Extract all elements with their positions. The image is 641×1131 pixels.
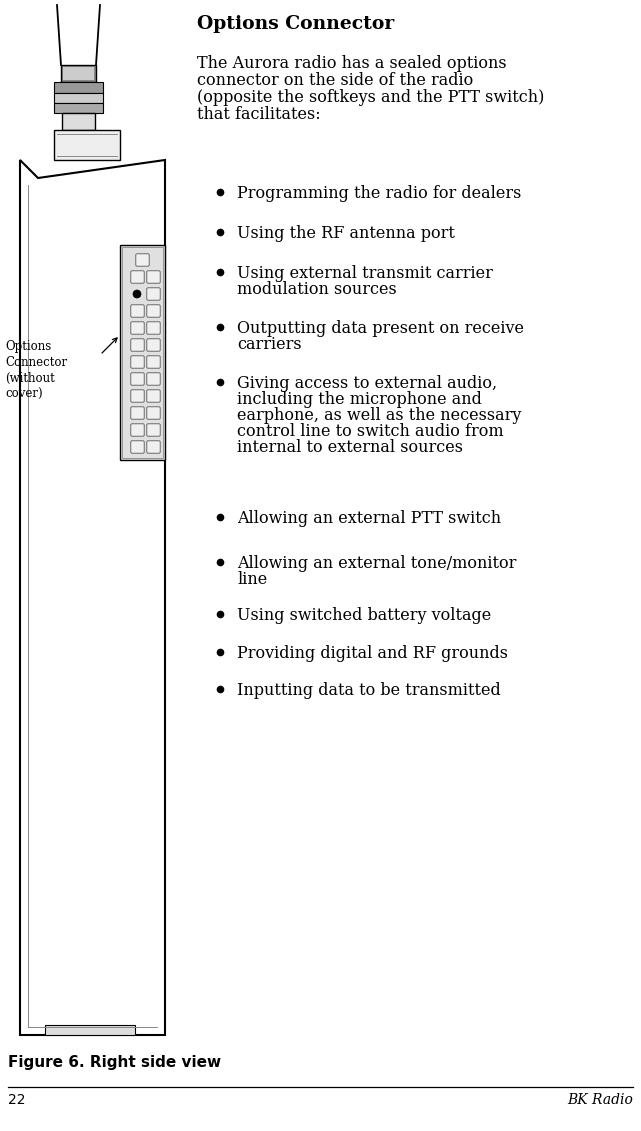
FancyBboxPatch shape: [136, 253, 149, 266]
FancyBboxPatch shape: [147, 390, 160, 403]
Bar: [61, 64, 96, 83]
FancyBboxPatch shape: [147, 339, 160, 352]
Bar: [54, 103, 103, 113]
FancyBboxPatch shape: [147, 356, 160, 369]
Bar: [54, 83, 103, 93]
Bar: [63, 67, 94, 80]
Bar: [62, 113, 95, 130]
FancyBboxPatch shape: [147, 270, 160, 283]
Bar: [54, 130, 120, 159]
Text: internal to external sources: internal to external sources: [237, 439, 463, 456]
Circle shape: [133, 290, 141, 297]
Text: Providing digital and RF grounds: Providing digital and RF grounds: [237, 645, 508, 662]
Text: Inputting data to be transmitted: Inputting data to be transmitted: [237, 682, 501, 699]
FancyBboxPatch shape: [147, 407, 160, 420]
Text: Options Connector: Options Connector: [197, 15, 394, 33]
Text: including the microphone and: including the microphone and: [237, 391, 482, 408]
Text: line: line: [237, 571, 267, 588]
FancyBboxPatch shape: [131, 373, 144, 386]
Text: Giving access to external audio,: Giving access to external audio,: [237, 375, 497, 392]
Text: Allowing an external PTT switch: Allowing an external PTT switch: [237, 510, 501, 527]
Text: (opposite the softkeys and the PTT switch): (opposite the softkeys and the PTT switc…: [197, 89, 544, 106]
Text: The Aurora radio has a sealed options: The Aurora radio has a sealed options: [197, 55, 506, 72]
Polygon shape: [20, 159, 165, 1035]
FancyBboxPatch shape: [147, 322, 160, 334]
FancyBboxPatch shape: [147, 441, 160, 454]
Bar: [122, 247, 163, 458]
FancyBboxPatch shape: [131, 322, 144, 334]
FancyBboxPatch shape: [147, 424, 160, 437]
Text: Using the RF antenna port: Using the RF antenna port: [237, 225, 455, 242]
FancyBboxPatch shape: [131, 424, 144, 437]
Text: carriers: carriers: [237, 336, 302, 353]
Text: that facilitates:: that facilitates:: [197, 106, 320, 123]
Text: Figure 6. Right side view: Figure 6. Right side view: [8, 1055, 221, 1070]
FancyBboxPatch shape: [147, 304, 160, 317]
FancyBboxPatch shape: [131, 407, 144, 420]
FancyBboxPatch shape: [147, 287, 160, 300]
Text: 22: 22: [8, 1093, 26, 1107]
Text: earphone, as well as the necessary: earphone, as well as the necessary: [237, 407, 521, 424]
FancyBboxPatch shape: [131, 270, 144, 283]
Bar: [45, 1025, 135, 1035]
Text: modulation sources: modulation sources: [237, 280, 397, 297]
FancyBboxPatch shape: [131, 441, 144, 454]
Text: control line to switch audio from: control line to switch audio from: [237, 423, 504, 440]
Text: Outputting data present on receive: Outputting data present on receive: [237, 320, 524, 337]
Text: Allowing an external tone/monitor: Allowing an external tone/monitor: [237, 555, 517, 572]
FancyBboxPatch shape: [131, 304, 144, 317]
Text: Programming the radio for dealers: Programming the radio for dealers: [237, 185, 521, 202]
FancyBboxPatch shape: [131, 356, 144, 369]
Text: connector on the side of the radio: connector on the side of the radio: [197, 72, 473, 89]
Bar: [120, 245, 165, 460]
FancyBboxPatch shape: [147, 373, 160, 386]
Text: Using switched battery voltage: Using switched battery voltage: [237, 607, 491, 624]
Text: Options
Connector
(without
cover): Options Connector (without cover): [5, 340, 67, 402]
Bar: [54, 93, 103, 103]
FancyBboxPatch shape: [131, 390, 144, 403]
Text: BK Radio: BK Radio: [567, 1093, 633, 1107]
Text: Using external transmit carrier: Using external transmit carrier: [237, 265, 493, 282]
FancyBboxPatch shape: [131, 339, 144, 352]
